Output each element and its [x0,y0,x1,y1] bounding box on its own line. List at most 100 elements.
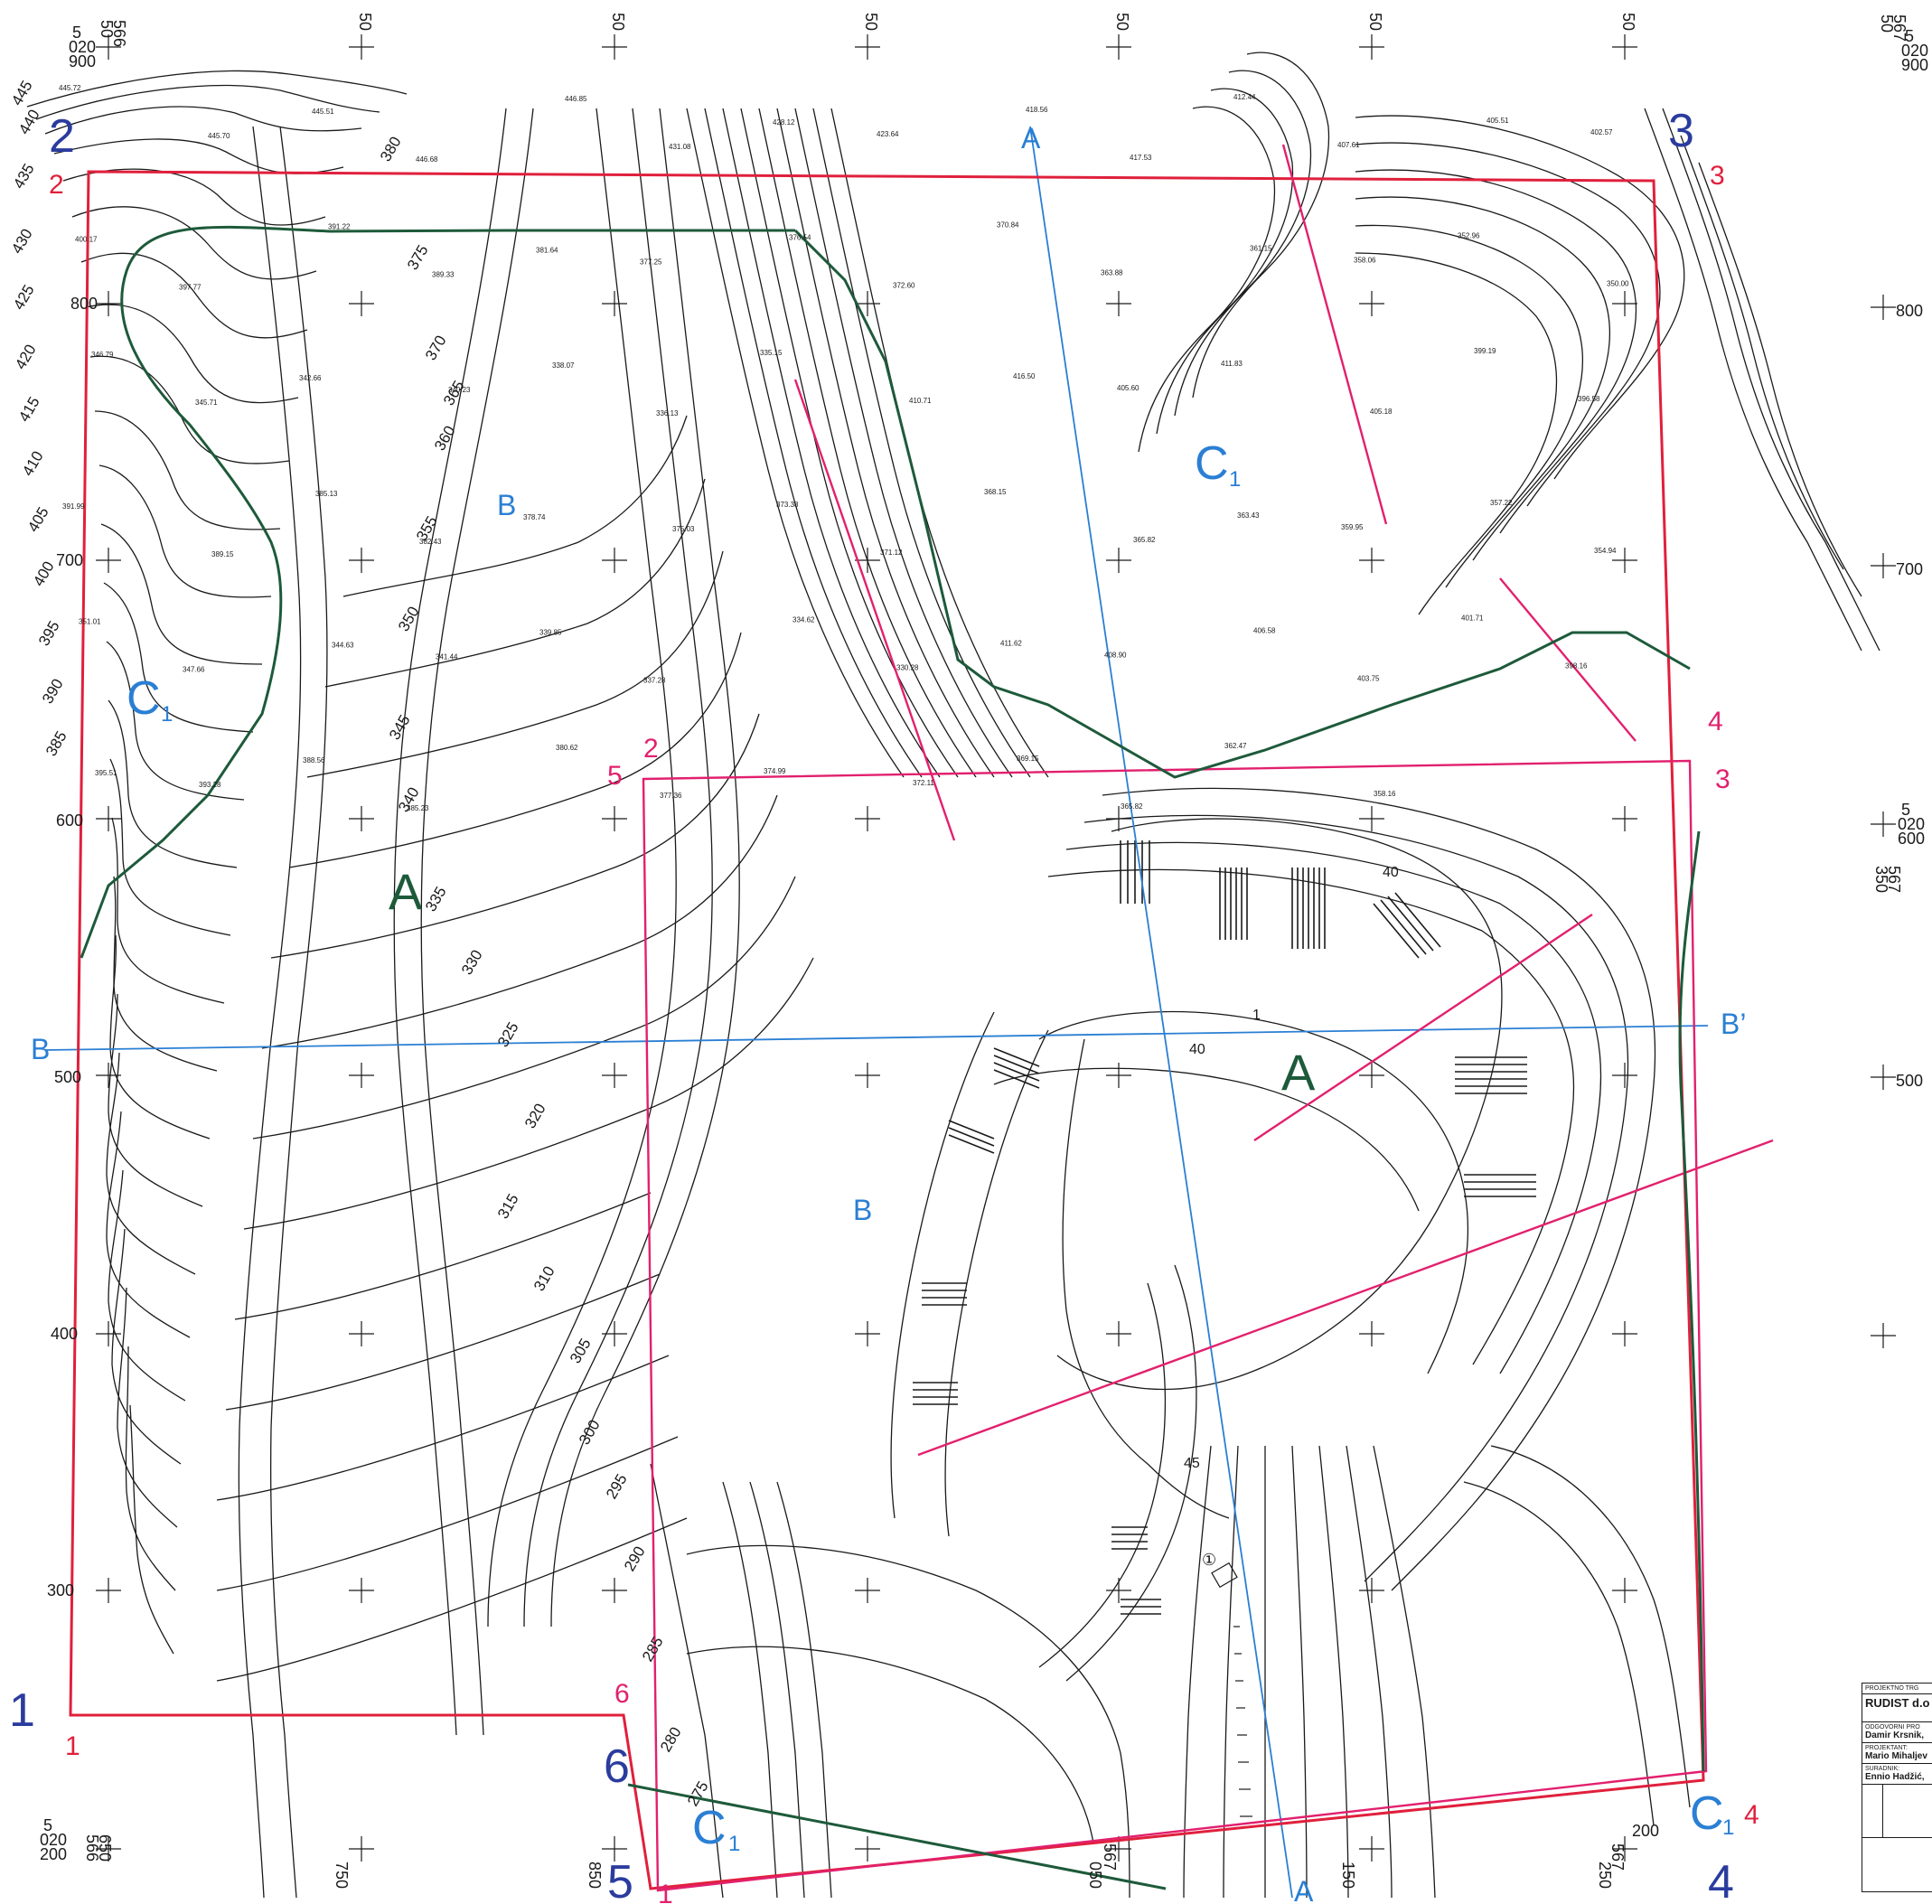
hatch-group-7 [922,1282,967,1306]
boundaries [69,144,1774,1892]
coord-bottom-left-1: 5 [43,1816,52,1834]
point-4-red: 4 [1744,1800,1759,1830]
grid-cross [855,291,880,316]
red-boundary [69,170,1705,1890]
spot-elevation: 363.88 [1101,269,1123,277]
spot-elevation: 389.33 [432,271,455,279]
coord-top-left-4: 566 [110,20,128,47]
title-block-responsible: ODGOVORNI PRO Damir Krsnik, [1862,1722,1932,1743]
grid-cross [1106,34,1131,60]
coord-top-right-2: 020 [1901,42,1928,60]
spot-elevation: 423.64 [877,130,899,138]
spot-elevation: 365.82 [1121,802,1143,811]
spot-elevation: 352.96 [1458,232,1480,240]
grid-cross [349,34,374,60]
title-block-cell [1862,1785,1883,1837]
coord-left-600: 600 [56,811,83,830]
zone-a-left: A [389,863,423,920]
coord-left-500: 500 [54,1068,81,1086]
grid-cross [1359,1321,1384,1346]
zone-lines [80,225,1705,1890]
coord-bottom-right-1: 567 [1608,1843,1627,1871]
structure-marker [1211,1562,1238,1589]
slope-ticks [1233,1626,1252,1817]
coord-bottom-right-2: 200 [1632,1822,1659,1840]
green-zone-south [627,1783,1167,1890]
grid-cross [1359,34,1384,60]
spot-elevation: 446.85 [565,95,587,103]
spot-elevation: 402.57 [1590,128,1613,136]
coord-right-800: 800 [1896,302,1923,320]
spot-elevation: 391.22 [328,223,351,231]
grid-cross [602,1321,627,1346]
grid-cross [96,548,121,573]
grid-cross [1871,1065,1896,1090]
designer-name: Mario Mihaljev [1865,1751,1927,1761]
section-label-b-upper: B [497,489,516,521]
spot-elevation: 411.62 [1000,639,1022,647]
grid-cross [855,1063,880,1088]
spot-elevation: 388.56 [303,756,325,764]
spot-elevation: 380.62 [556,744,578,752]
hatch-group-9 [1111,1526,1148,1550]
spot-elevation: 339.85 [539,628,562,636]
point-4-magenta: 4 [1708,707,1723,736]
coord-top-5: 50 [1366,13,1384,31]
spot-elevation: 347.66 [183,665,205,673]
title-block-designer: PROJEKTANT: Mario Mihaljev [1862,1743,1932,1764]
point-3-magenta: 3 [1715,764,1730,794]
hatch-group-8 [913,1382,958,1405]
coord-top-1: 50 [356,13,374,31]
grid-cross [1612,34,1637,60]
spot-elevation: 405.60 [1117,384,1140,392]
grid-cross [96,1321,121,1346]
grid-cross [1359,1836,1384,1862]
spot-elevation: 341.44 [436,652,458,661]
section-label-a-bottom: A [1294,1875,1314,1904]
designer-caption: PROJEKTANT: [1865,1745,1908,1751]
section-line-a [1029,126,1293,1899]
grid-cross [1359,291,1384,316]
spot-elevation: 411.83 [1221,360,1243,368]
spot-elevation: 385.13 [315,490,338,498]
coord-top-left-5: 50 [98,20,116,38]
zone-c1-bottom-left-sub: 1 [728,1832,740,1856]
spot-elevation: 407.61 [1337,141,1360,149]
point-2-red: 2 [49,170,64,200]
coord-right-mid-1: 5 [1901,801,1910,819]
mark-1: 1 [1252,1008,1261,1023]
spot-elevation: 406.58 [1253,626,1276,634]
spot-elevation: 375.03 [672,525,695,533]
hatch-group-12 [948,1120,995,1154]
spot-elevation: 345.71 [195,399,218,407]
green-zone-west [80,225,795,959]
coord-right-mid-5: 350 [1872,866,1890,893]
point-6-blue: 6 [604,1740,630,1793]
spot-elevation: 350.00 [1607,280,1629,288]
zone-c1-bottom-left: C [692,1802,727,1854]
grid-cross [1612,1063,1637,1088]
spot-elevation: 445.70 [208,132,230,140]
spot-elevation: 363.43 [1237,511,1260,520]
zone-c1-bottom-right-sub: 1 [1722,1815,1734,1840]
grid-cross [96,291,121,316]
grid-cross [1871,811,1896,837]
spot-elevation: 428.12 [773,118,795,127]
spot-elevation: 338.07 [552,361,575,370]
point-3-blue: 3 [1668,105,1694,157]
grid-cross [1871,1323,1896,1348]
grid-cross [1612,291,1637,316]
spot-elevation: 408.90 [1104,651,1127,659]
point-6-magenta: 6 [614,1679,630,1709]
associate-caption: SURADNIK: [1865,1766,1900,1772]
spot-elevation: 359.95 [1341,523,1364,531]
spot-elevation: 358.06 [1354,257,1376,265]
magenta-ray-3 [793,379,956,841]
spot-elevation: 399.19 [1474,347,1496,355]
spot-elevation: 395.51 [95,769,117,777]
grid-cross [602,548,627,573]
point-1-blue: 1 [9,1684,35,1737]
grid-cross [96,1063,121,1088]
investor-caption: PROJEKTNO TRG [1865,1685,1919,1692]
